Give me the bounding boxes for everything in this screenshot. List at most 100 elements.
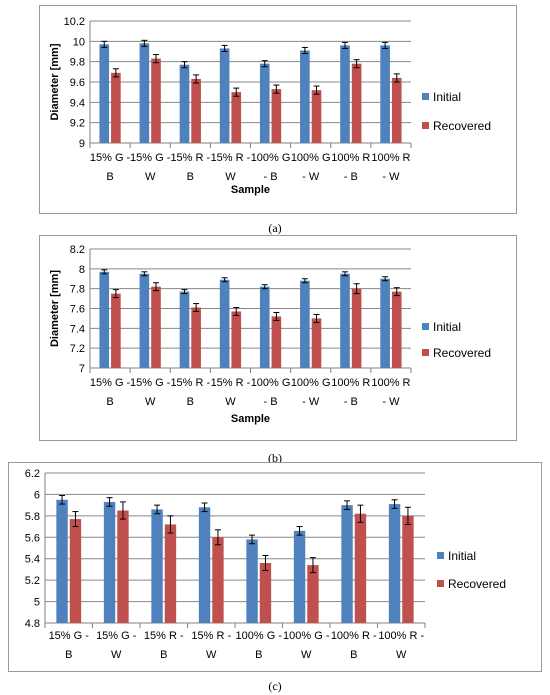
y-tick-label: 8 (79, 264, 85, 276)
bar-recovered (351, 288, 362, 368)
error-bar (101, 40, 108, 48)
error-bar (301, 278, 308, 284)
legend-swatch-initial (422, 93, 429, 100)
bar-recovered (151, 58, 161, 143)
y-tick-label: 7.2 (70, 343, 85, 355)
bar-initial (99, 271, 110, 368)
legend-swatch-recovered (422, 349, 429, 356)
error-bar (112, 289, 119, 299)
y-tick-label: 7.6 (70, 304, 85, 316)
bar-initial (340, 45, 350, 143)
bar-initial (56, 499, 68, 623)
error-bar (153, 54, 160, 64)
error-bar (59, 495, 66, 505)
bar-initial (388, 504, 401, 623)
legend-swatch-initial (422, 323, 429, 330)
x-tick-label: - B (264, 171, 278, 183)
error-bar (273, 311, 280, 321)
legend-label-initial: Initial (433, 90, 461, 104)
error-bar (233, 307, 240, 316)
error-bar (193, 303, 200, 312)
chart-a-svg: 9 9.2 9.4 9.6 9.8 10 10.2 15% G - B 15% G - W 15% R… (49, 16, 491, 196)
bar-recovered (311, 318, 322, 368)
y-tick-label: 5.4 (25, 554, 40, 566)
x-tick-label: 15% R - (211, 377, 251, 389)
chart-panel-b: 7 7.2 7.4 7.6 7.8 8 8.2 15% G - B 15% G - W 15% R -… (39, 235, 517, 441)
error-bar (393, 73, 400, 83)
error-bar (313, 313, 320, 323)
x-axis-title: Sample (231, 184, 270, 196)
legend-swatch-recovered (437, 580, 444, 587)
bar-recovered (259, 563, 272, 623)
x-tick-label: 100% G - (283, 630, 330, 642)
y-tick-label: 7.8 (70, 284, 85, 296)
x-tick-label: W (301, 649, 312, 661)
bar-initial (151, 509, 163, 623)
x-tick-label: 15% R - (144, 630, 184, 642)
y-tick-label: 10.2 (64, 16, 85, 28)
y-tick-label: 9.8 (70, 57, 85, 69)
error-bar (296, 526, 303, 536)
x-tick-label: 100% G (251, 377, 291, 389)
y-tick-label: 9.2 (70, 118, 85, 130)
bar-recovered (111, 293, 121, 368)
x-tick-label: W (145, 396, 156, 408)
legend-swatch-initial (437, 552, 444, 559)
bar-recovered (271, 316, 282, 368)
bar-recovered (391, 77, 402, 143)
x-tick-label: B (255, 649, 262, 661)
x-tick-label: W (206, 649, 217, 661)
error-bar (341, 271, 348, 277)
x-tick-label: W (145, 171, 156, 183)
bar-recovered (231, 92, 242, 143)
x-tick-label: B (187, 396, 194, 408)
y-tick-label: 5.6 (25, 532, 40, 544)
x-tick-label: 100% R - (331, 630, 377, 642)
error-bar (119, 501, 126, 520)
x-tick-label: 100% G (251, 152, 291, 164)
error-bar (341, 41, 348, 49)
y-tick-label: 6.2 (25, 468, 40, 480)
error-bar (154, 504, 161, 515)
x-tick-label: - W (302, 171, 320, 183)
y-tick-label: 9.6 (70, 77, 85, 89)
bar-initial (179, 291, 190, 368)
bar-initial (259, 63, 270, 144)
y-tick-label: 5 (34, 597, 40, 609)
x-tick-label: 15% R - (170, 152, 210, 164)
bar-initial (341, 505, 353, 623)
bar-recovered (69, 519, 82, 623)
x-tick-label: - B (344, 396, 358, 408)
x-axis-title: Sample (231, 413, 270, 425)
legend-swatch-recovered (422, 122, 429, 129)
error-bar (262, 555, 269, 571)
legend-label-initial: Initial (433, 320, 461, 334)
error-bar (261, 60, 268, 68)
error-bar (404, 506, 411, 525)
bar-recovered (212, 537, 224, 623)
legend-label-recovered: Recovered (448, 577, 506, 591)
x-tick-label: 100% R (371, 377, 410, 389)
error-bar (313, 85, 320, 95)
bar-initial (198, 507, 211, 623)
error-bar (391, 499, 398, 509)
x-tick-label: - W (382, 396, 400, 408)
y-axis-title: Diameter [mm] (49, 270, 61, 347)
x-tick-label: 15% G - (130, 377, 171, 389)
x-tick-label: B (65, 649, 72, 661)
bar-recovered (164, 524, 177, 623)
error-bar (112, 68, 119, 78)
bar-initial (139, 273, 150, 368)
bar-recovered (307, 565, 319, 623)
x-tick-label: 100% G - (236, 630, 283, 642)
y-tick-label: 9.4 (70, 97, 85, 109)
legend-label-initial: Initial (448, 549, 476, 563)
error-bar (141, 271, 148, 277)
x-tick-label: W (396, 649, 407, 661)
bar-initial (259, 286, 270, 368)
bar-recovered (231, 311, 242, 368)
y-tick-label: 6 (34, 489, 40, 501)
bar-recovered (111, 72, 121, 143)
error-bar (393, 287, 400, 297)
x-tick-label: 100% R - (378, 630, 424, 642)
